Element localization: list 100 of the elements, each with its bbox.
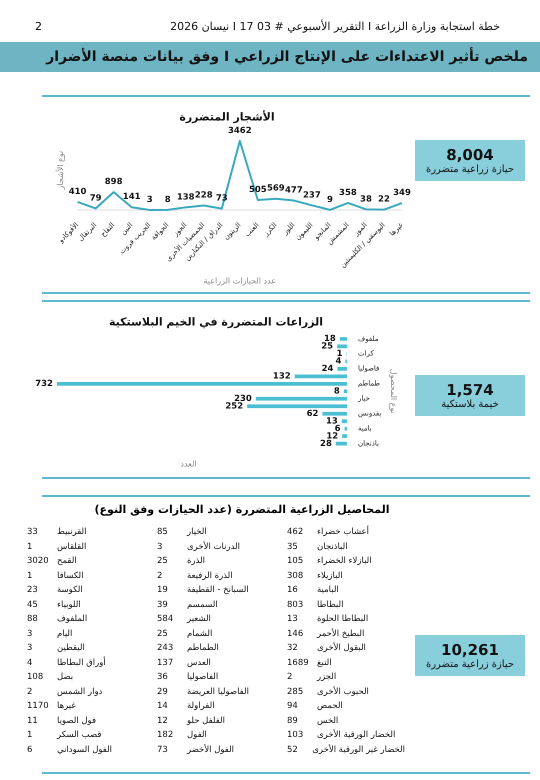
data-label: 3	[146, 194, 153, 205]
text: 10,261	[440, 641, 500, 659]
data-label: 38	[360, 194, 372, 204]
data-label: 285	[287, 686, 304, 698]
category-label: الحبوب الأخرى	[316, 685, 370, 698]
data-label: 16	[287, 584, 299, 597]
category-label: الحمص	[316, 700, 344, 713]
category-label: البطاطا الحلوة	[316, 613, 370, 626]
data-label: 358	[339, 188, 357, 198]
data-label: 349	[393, 188, 411, 198]
data-label: 23	[27, 584, 39, 597]
category-label: الخضار الورقية الأخرى	[316, 728, 396, 742]
category-label: اليقطين	[56, 642, 86, 655]
category-label: الخضار غير الورقية الأخرى	[312, 742, 405, 756]
data-label: 2	[157, 570, 164, 582]
bar	[56, 382, 347, 386]
category-label: العدس	[186, 656, 212, 670]
bar	[337, 344, 347, 348]
data-label: 132	[272, 372, 291, 382]
data-label: 36	[157, 671, 169, 684]
category-label: فول الصويا	[56, 714, 98, 728]
category-label: اليام	[56, 628, 74, 640]
data-label: 25	[157, 555, 169, 568]
data-label: 898	[104, 177, 123, 188]
category-label: الشعير	[186, 613, 212, 626]
category-label: الدرنات الأخرى	[186, 540, 241, 554]
data-label: 4	[27, 656, 34, 670]
data-label: 88	[27, 613, 39, 626]
data-label: 19	[157, 584, 169, 597]
data-label: 4	[335, 356, 342, 367]
data-label: 1170	[27, 700, 50, 713]
data-label: 79	[90, 193, 102, 204]
text: حيازة زراعية متضررة	[424, 659, 516, 670]
data-label: 89	[287, 714, 299, 728]
category-label: البطيخ الأحمر	[316, 626, 366, 640]
category-label: الخس	[316, 714, 340, 728]
data-label: 243	[157, 642, 174, 655]
category-label: أعشاب خضراء	[316, 525, 370, 539]
text: المحاصيل الزراعية المتضررة (عدد الحيازات وفق النوع)	[94, 503, 390, 516]
data-label: 3	[27, 642, 34, 655]
category-label: اللوبياء	[56, 598, 82, 612]
data-label: 141	[122, 192, 141, 202]
category-label: غيرها	[56, 700, 77, 713]
bar	[247, 404, 347, 408]
category-label: دوار الشمس	[56, 686, 104, 698]
bar	[322, 412, 347, 416]
text: حيازة زراعية متضررة	[424, 164, 516, 175]
data-label: 25	[157, 628, 169, 640]
data-label: 569	[266, 184, 285, 194]
category-label: الكسافا	[56, 570, 84, 582]
bar	[256, 396, 347, 401]
category-label: السمسم	[186, 598, 219, 612]
category-label: القرنبيط	[56, 526, 88, 539]
data-label: 2	[287, 671, 294, 684]
text: ملخص تأثير الاعتداءات على الإنتاج الزراعي I وفق بيانات منصة الأضرار	[0, 42, 540, 72]
data-label: 9	[326, 194, 333, 205]
category-label: بصل	[56, 671, 74, 684]
category-label: الخيار	[186, 526, 208, 539]
text: خيمة بلاستكية	[440, 399, 500, 410]
data-label: 803	[287, 598, 304, 612]
category-label: الكوسة	[56, 584, 84, 597]
data-label: 103	[287, 729, 304, 742]
category-label: البامية	[316, 584, 340, 597]
data-label: 584	[157, 613, 174, 626]
data-label: 29	[157, 686, 169, 698]
x-axis-title: عدد الحيازات الزراعية	[204, 276, 276, 286]
data-label: 252	[225, 401, 244, 412]
data-label: 25	[321, 342, 334, 352]
data-label: 1689	[287, 656, 310, 670]
category-label: البطاطا	[316, 598, 344, 612]
text: 2	[35, 20, 42, 33]
bar	[340, 337, 347, 341]
data-label: 22	[378, 194, 390, 205]
data-label: 39	[157, 598, 169, 612]
y-axis-title: نوع الأشجار	[54, 150, 65, 190]
data-label: 14	[157, 700, 169, 713]
category-label: الملفوف	[56, 613, 88, 626]
category-label: الفول السوداني	[56, 744, 114, 756]
data-label: 1	[27, 729, 34, 742]
data-label: 138	[176, 192, 195, 202]
data-label: 6	[27, 744, 34, 756]
data-label: 11	[27, 714, 39, 728]
category-label: الطماطم	[186, 642, 220, 655]
data-label: 237	[303, 190, 321, 200]
data-label: 410	[68, 186, 87, 197]
data-label: 28	[320, 438, 332, 449]
data-label: 32	[287, 642, 299, 655]
category-label: القلقاس	[56, 540, 88, 554]
text: 1,574	[445, 381, 495, 399]
data-label: 308	[287, 570, 304, 582]
data-label: 105	[287, 555, 304, 568]
category-label: أوراق البطاطا	[56, 656, 107, 670]
data-label: 3	[27, 628, 34, 640]
data-label: 62	[306, 408, 318, 419]
category-label: قصب السكر	[56, 729, 102, 742]
category-label: الجزر	[316, 671, 338, 684]
data-label: 13	[287, 613, 299, 626]
data-label: 477	[284, 186, 303, 196]
category-label: الشمام	[186, 628, 214, 640]
category-label: الباذنجان	[316, 540, 349, 554]
